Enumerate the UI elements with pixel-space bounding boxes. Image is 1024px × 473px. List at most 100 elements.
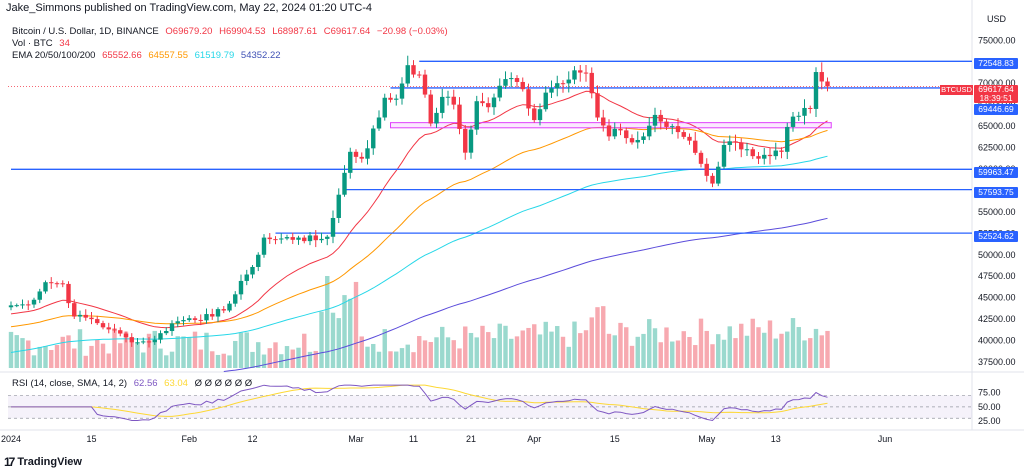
volume-label: Vol · BTC — [12, 38, 53, 49]
rsi-tick-label: 50.00 — [978, 402, 1001, 412]
volume-bar — [641, 333, 646, 368]
volume-bar — [647, 319, 652, 368]
candle-body — [434, 112, 439, 124]
candle-body — [26, 304, 31, 306]
currency-label: USD — [987, 14, 1007, 24]
candle-body — [273, 239, 278, 241]
volume-bar — [693, 345, 698, 368]
x-tick-label: 21 — [466, 434, 476, 444]
volume-bar — [704, 330, 709, 368]
brand-name: TradingView — [17, 456, 82, 468]
volume-bar — [123, 331, 129, 368]
candle-body — [819, 72, 824, 82]
volume-bar — [256, 342, 261, 368]
candle-body — [658, 114, 663, 122]
candle-body — [233, 294, 238, 304]
volume-bar — [727, 326, 732, 368]
volume-bar — [566, 346, 571, 368]
volume-bar — [497, 323, 502, 368]
candle-body — [353, 151, 359, 157]
volume-bar — [405, 344, 410, 368]
candle-body — [509, 78, 514, 80]
candle-body — [698, 152, 704, 164]
candle-body — [750, 149, 755, 157]
candle-body — [261, 237, 267, 255]
volume-bar — [342, 295, 347, 368]
candle-body — [773, 150, 778, 157]
ema-legend: EMA 20/50/100/200 65552.66 64557.55 6151… — [12, 50, 285, 61]
volume-bar — [77, 329, 83, 368]
level-label-4: 57593.75 — [974, 187, 1018, 198]
candle-body — [739, 142, 744, 150]
volume-bar — [445, 337, 451, 368]
volume-bar — [434, 337, 439, 368]
y-tick-label: 37500.00 — [978, 357, 1016, 367]
x-tick-label: 2024 — [1, 434, 21, 444]
candle-body — [606, 125, 612, 137]
rsi-sma-line — [11, 384, 828, 417]
candle-body — [825, 81, 830, 87]
ema20-value: 65552.66 — [102, 50, 142, 61]
candle-body — [808, 107, 813, 109]
candle-body — [583, 72, 589, 74]
volume-bar — [118, 343, 123, 368]
x-tick-label: 11 — [409, 434, 418, 444]
volume-bar — [681, 331, 686, 368]
candle-body — [8, 305, 14, 308]
volume-bar — [72, 348, 77, 368]
candle-body — [647, 125, 652, 137]
x-tick-label: 15 — [86, 434, 96, 444]
x-tick-label: 13 — [771, 434, 781, 444]
ema200-line — [223, 217, 828, 372]
volume-bar — [233, 340, 238, 368]
volume-bar — [31, 355, 37, 368]
volume-bar — [819, 335, 824, 368]
candle-body — [514, 78, 520, 82]
y-tick-label: 70000.00 — [978, 78, 1016, 88]
volume-bar — [555, 326, 560, 368]
candle-body — [89, 317, 94, 320]
volume-bar — [750, 318, 755, 368]
candle-body — [595, 93, 600, 118]
candle-body — [49, 282, 54, 284]
volume-bar — [537, 334, 543, 368]
volume-bar — [578, 333, 583, 368]
y-tick-label: 62500.00 — [978, 143, 1016, 153]
candle-body — [66, 283, 71, 304]
candle-body — [629, 138, 635, 143]
volume-bar — [790, 318, 796, 368]
volume-bar — [319, 311, 324, 368]
candle-body — [796, 115, 801, 117]
tradingview-footer[interactable]: 17 TradingView — [4, 455, 82, 469]
candle-body — [681, 132, 686, 137]
candle-body — [313, 235, 318, 241]
volume-bar — [652, 328, 658, 368]
volume-bar — [463, 326, 468, 368]
candle-body — [146, 341, 152, 343]
volume-bar — [583, 330, 589, 368]
volume-bar — [244, 332, 249, 368]
volume-bar — [813, 328, 819, 368]
volume-bar — [606, 333, 612, 368]
volume-bar — [773, 338, 778, 368]
volume-bar — [572, 321, 577, 368]
x-tick-label: May — [698, 434, 716, 444]
volume-bar — [612, 335, 617, 368]
published-caption: Jake_Simmons published on TradingView.co… — [6, 2, 373, 14]
volume-bar — [514, 336, 520, 368]
candle-body — [727, 141, 732, 145]
volume-bar — [399, 348, 405, 368]
volume-bar — [181, 336, 186, 368]
symbol-legend: Bitcoin / U.S. Dollar, 1D, BINANCE O6967… — [12, 26, 452, 37]
volume-bar — [66, 335, 71, 368]
ohlc-low: L68987.61 — [272, 26, 318, 37]
candle-body — [405, 65, 410, 84]
x-tick-label: Feb — [181, 434, 197, 444]
candle-body — [670, 126, 675, 128]
candle-body — [330, 217, 336, 237]
volume-bar — [238, 332, 244, 368]
volume-bar — [451, 340, 456, 368]
volume-bar — [359, 336, 364, 368]
candle-body — [221, 309, 226, 311]
